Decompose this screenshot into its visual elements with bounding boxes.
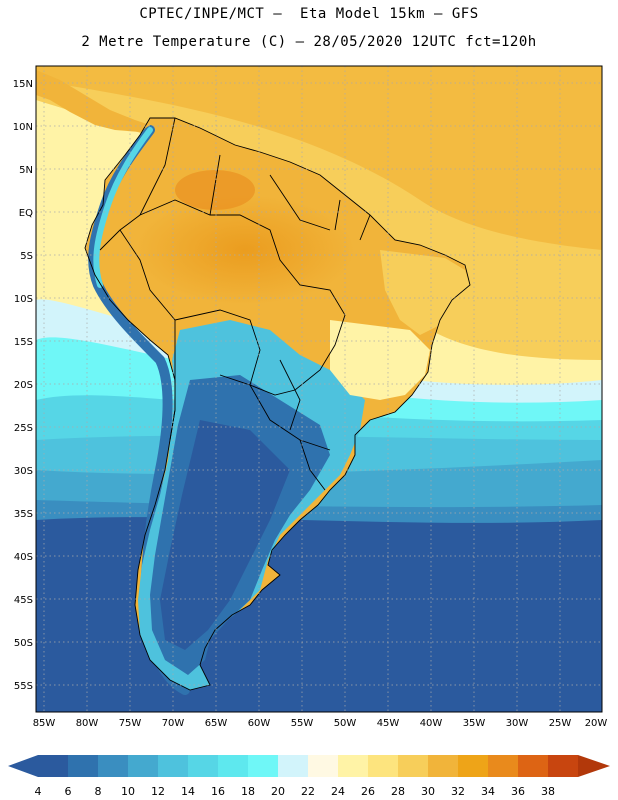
colorbar-swatch (518, 755, 548, 777)
latitude-axis: 15N 10N 5N EQ 5S 10S 15S 20S 25S 30S 35S… (13, 79, 33, 692)
colorbar-label: 28 (391, 785, 405, 798)
lon-label-25w: 25W (549, 718, 572, 729)
lon-label-35w: 35W (463, 718, 486, 729)
lon-label-55w: 55W (291, 718, 314, 729)
patagonia-cold-region (160, 420, 290, 650)
colorbar-swatch (428, 755, 458, 777)
ne-brazil-warm (380, 250, 470, 335)
lon-label-65w: 65W (205, 718, 228, 729)
chart-title-line-2: 2 Metre Temperature (C) – 28/05/2020 12U… (81, 34, 537, 50)
colorbar-label: 14 (181, 785, 195, 798)
ocean-band-30 (36, 66, 602, 250)
colorbar-swatch (368, 755, 398, 777)
colorbar-high-arrow (578, 755, 610, 777)
lat-label-25s: 25S (14, 423, 33, 434)
colorbar-swatch (338, 755, 368, 777)
lat-label-15n: 15N (13, 79, 33, 90)
colorbar-label: 36 (511, 785, 525, 798)
lat-label-35s: 35S (14, 509, 33, 520)
map-field (36, 66, 602, 712)
lat-label-40s: 40S (14, 552, 33, 563)
chart-title-line-1: CPTEC/INPE/MCT – Eta Model 15km – GFS (139, 6, 479, 22)
colorbar-swatch (128, 755, 158, 777)
lat-label-10s: 10S (14, 294, 33, 305)
colorbar-swatch (158, 755, 188, 777)
lon-label-85w: 85W (33, 718, 56, 729)
colorbar-swatch (188, 755, 218, 777)
lat-label-30s: 30S (14, 466, 33, 477)
colorbar-swatch (458, 755, 488, 777)
lon-label-30w: 30W (506, 718, 529, 729)
colorbar-label: 8 (95, 785, 102, 798)
lat-label-15s: 15S (14, 337, 33, 348)
lon-label-50w: 50W (334, 718, 357, 729)
colorbar-swatch (218, 755, 248, 777)
lon-label-20w: 20W (585, 718, 608, 729)
orinoco-warm-spot (175, 170, 255, 210)
colorbar-label: 18 (241, 785, 255, 798)
colorbar-label: 32 (451, 785, 465, 798)
amazon-warm-core (135, 195, 355, 305)
colorbar: 4 6 8 10 12 14 16 18 20 22 24 26 28 30 3… (8, 755, 610, 798)
lon-label-40w: 40W (420, 718, 443, 729)
colorbar-swatch (308, 755, 338, 777)
lon-label-70w: 70W (162, 718, 185, 729)
colorbar-label: 38 (541, 785, 555, 798)
lon-label-45w: 45W (377, 718, 400, 729)
colorbar-swatch (248, 755, 278, 777)
lat-label-10n: 10N (13, 122, 33, 133)
central-america-land (36, 70, 150, 132)
lat-label-eq: EQ (19, 208, 33, 219)
colorbar-label: 6 (65, 785, 72, 798)
lat-label-5s: 5S (20, 251, 33, 262)
colorbar-label: 26 (361, 785, 375, 798)
colorbar-label: 20 (271, 785, 285, 798)
colorbar-swatch (98, 755, 128, 777)
colorbar-label: 24 (331, 785, 345, 798)
se-brazil-mild (330, 320, 430, 400)
lat-label-50s: 50S (14, 638, 33, 649)
colorbar-label: 12 (151, 785, 165, 798)
map-frame (35, 65, 603, 713)
colorbar-label: 30 (421, 785, 435, 798)
colorbar-swatch (398, 755, 428, 777)
country-borders (84, 117, 471, 691)
colorbar-swatch (548, 755, 578, 777)
colorbar-label: 4 (35, 785, 42, 798)
lon-label-60w: 60W (248, 718, 271, 729)
lat-label-20s: 20S (14, 380, 33, 391)
colorbar-label: 22 (301, 785, 315, 798)
colorbar-swatch (278, 755, 308, 777)
longitude-axis: 85W 80W 75W 70W 65W 60W 55W 50W 45W 40W … (33, 718, 608, 729)
lon-label-80w: 80W (76, 718, 99, 729)
colorbar-label: 10 (121, 785, 135, 798)
lat-label-5n: 5N (19, 165, 33, 176)
colorbar-swatch (68, 755, 98, 777)
lat-label-45s: 45S (14, 595, 33, 606)
colorbar-swatch (38, 755, 68, 777)
colombian-andes (93, 127, 153, 288)
colorbar-label: 16 (211, 785, 225, 798)
lon-label-75w: 75W (119, 718, 142, 729)
colorbar-swatch (488, 755, 518, 777)
colorbar-low-arrow (8, 755, 38, 777)
colorbar-label: 34 (481, 785, 495, 798)
lat-label-55s: 55S (14, 681, 33, 692)
